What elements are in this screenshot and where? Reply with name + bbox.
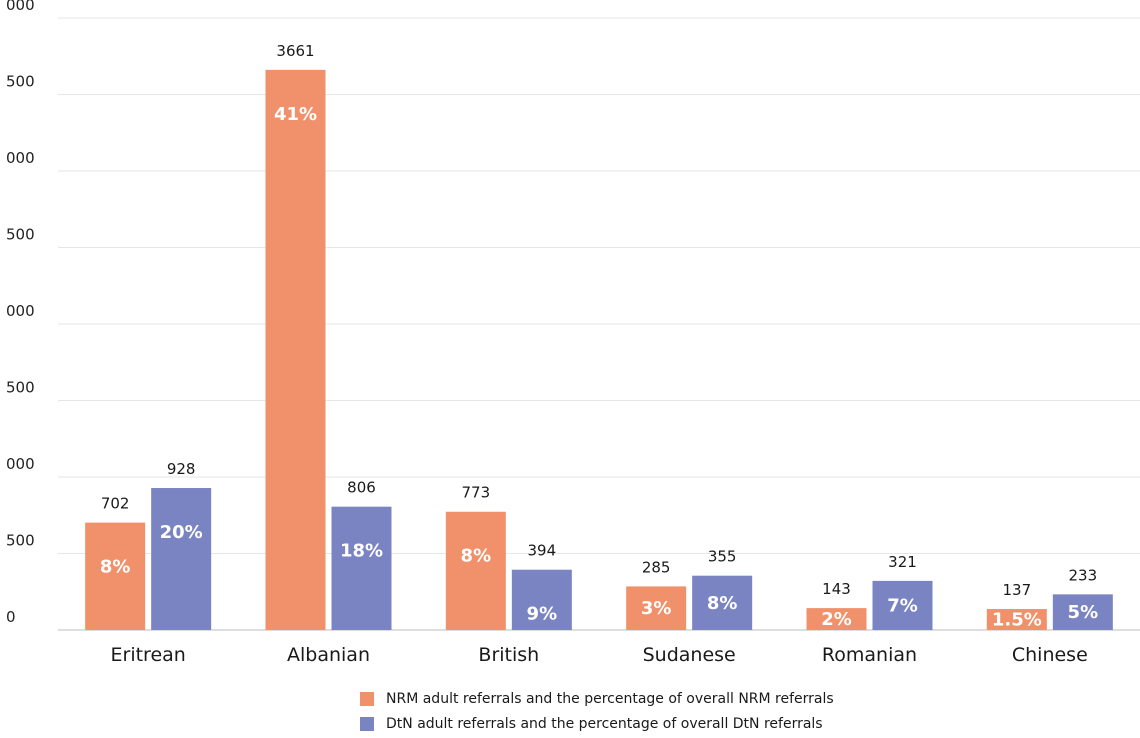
y-tick-label: 500 — [6, 73, 35, 91]
category-labels: Eritrean Albanian British Sudanese Romanian C… — [111, 644, 1088, 666]
legend: NRM adult referrals and the percentage o… — [360, 688, 834, 738]
value-label-nrm-british: 773 — [462, 484, 491, 502]
value-label-dtn-sudanese: 355 — [708, 548, 737, 566]
category-label-albanian: Albanian — [287, 644, 370, 666]
y-tick-label: 500 — [6, 532, 35, 550]
category-label-romanian: Romanian — [822, 644, 917, 666]
bar-dtn-chinese — [1052, 594, 1113, 630]
bar-nrm-eritrean — [85, 522, 146, 630]
pct-label-nrm-eritrean: 8% — [100, 557, 131, 578]
category-label-sudanese: Sudanese — [643, 644, 736, 666]
value-label-dtn-eritrean: 928 — [167, 460, 196, 478]
value-label-dtn-chinese: 233 — [1069, 566, 1098, 584]
bar-nrm-chinese — [986, 609, 1047, 630]
bar-dtn-british — [511, 569, 572, 630]
pct-label-nrm-romanian: 2% — [821, 609, 852, 630]
pct-label-nrm-albanian: 41% — [274, 104, 317, 125]
y-tick-label: 500 — [6, 379, 35, 397]
pct-label-nrm-chinese: 1.5% — [992, 610, 1042, 631]
value-label-dtn-romanian: 321 — [888, 553, 917, 571]
legend-label-nrm: NRM adult referrals and the percentage o… — [386, 691, 834, 707]
bar-nrm-albanian — [265, 69, 326, 630]
value-label-nrm-chinese: 137 — [1003, 581, 1032, 599]
y-tick-label: 0 — [6, 608, 16, 626]
bar-dtn-albanian — [331, 506, 392, 630]
percentage-labels: 8% 20% 41% 18% 8% 9% 3% 8% 2% 7% 1.5% 5% — [100, 104, 1098, 631]
legend-swatch-nrm — [360, 692, 374, 706]
value-label-nrm-sudanese: 285 — [642, 558, 671, 576]
y-tick-label: 000 — [6, 149, 35, 167]
pct-label-nrm-british: 8% — [461, 546, 492, 567]
bar-nrm-british — [445, 511, 506, 630]
pct-label-nrm-sudanese: 3% — [641, 598, 672, 619]
pct-label-dtn-romanian: 7% — [887, 595, 918, 616]
value-label-nrm-romanian: 143 — [822, 580, 851, 598]
y-tick-label: 500 — [6, 226, 35, 244]
legend-item-nrm: NRM adult referrals and the percentage o… — [360, 688, 834, 710]
y-tick-label: 000 — [6, 455, 35, 473]
category-label-eritrean: Eritrean — [111, 644, 186, 666]
value-label-dtn-british: 394 — [528, 542, 557, 560]
category-label-chinese: Chinese — [1012, 644, 1088, 666]
value-label-nrm-albanian: 3661 — [276, 42, 314, 60]
gridlines — [58, 17, 1140, 631]
pct-label-dtn-chinese: 5% — [1068, 602, 1099, 623]
legend-label-dtn: DtN adult referrals and the percentage o… — [386, 716, 823, 732]
y-tick-label: 000 — [6, 302, 35, 320]
pct-label-dtn-sudanese: 8% — [707, 593, 738, 614]
y-axis-tick-labels: 0 500 000 500 000 500 000 500 000 — [6, 0, 35, 626]
bar-dtn-sudanese — [692, 575, 753, 630]
pct-label-dtn-eritrean: 20% — [160, 522, 203, 543]
legend-item-dtn: DtN adult referrals and the percentage o… — [360, 713, 834, 735]
value-label-dtn-albanian: 806 — [347, 479, 376, 497]
pct-label-dtn-albanian: 18% — [340, 541, 383, 562]
bar-nrm-romanian — [806, 608, 867, 630]
value-labels: 702 928 3661 806 773 394 285 355 143 321 137 233 — [101, 42, 1097, 599]
category-label-british: British — [478, 644, 539, 666]
pct-label-dtn-british: 9% — [527, 604, 558, 625]
y-tick-label: 000 — [6, 0, 35, 14]
value-label-nrm-eritrean: 702 — [101, 495, 130, 513]
bars — [85, 69, 1113, 630]
bar-dtn-romanian — [872, 580, 933, 630]
bar-dtn-eritrean — [151, 488, 212, 630]
bar-nrm-sudanese — [626, 586, 687, 630]
legend-swatch-dtn — [360, 717, 374, 731]
